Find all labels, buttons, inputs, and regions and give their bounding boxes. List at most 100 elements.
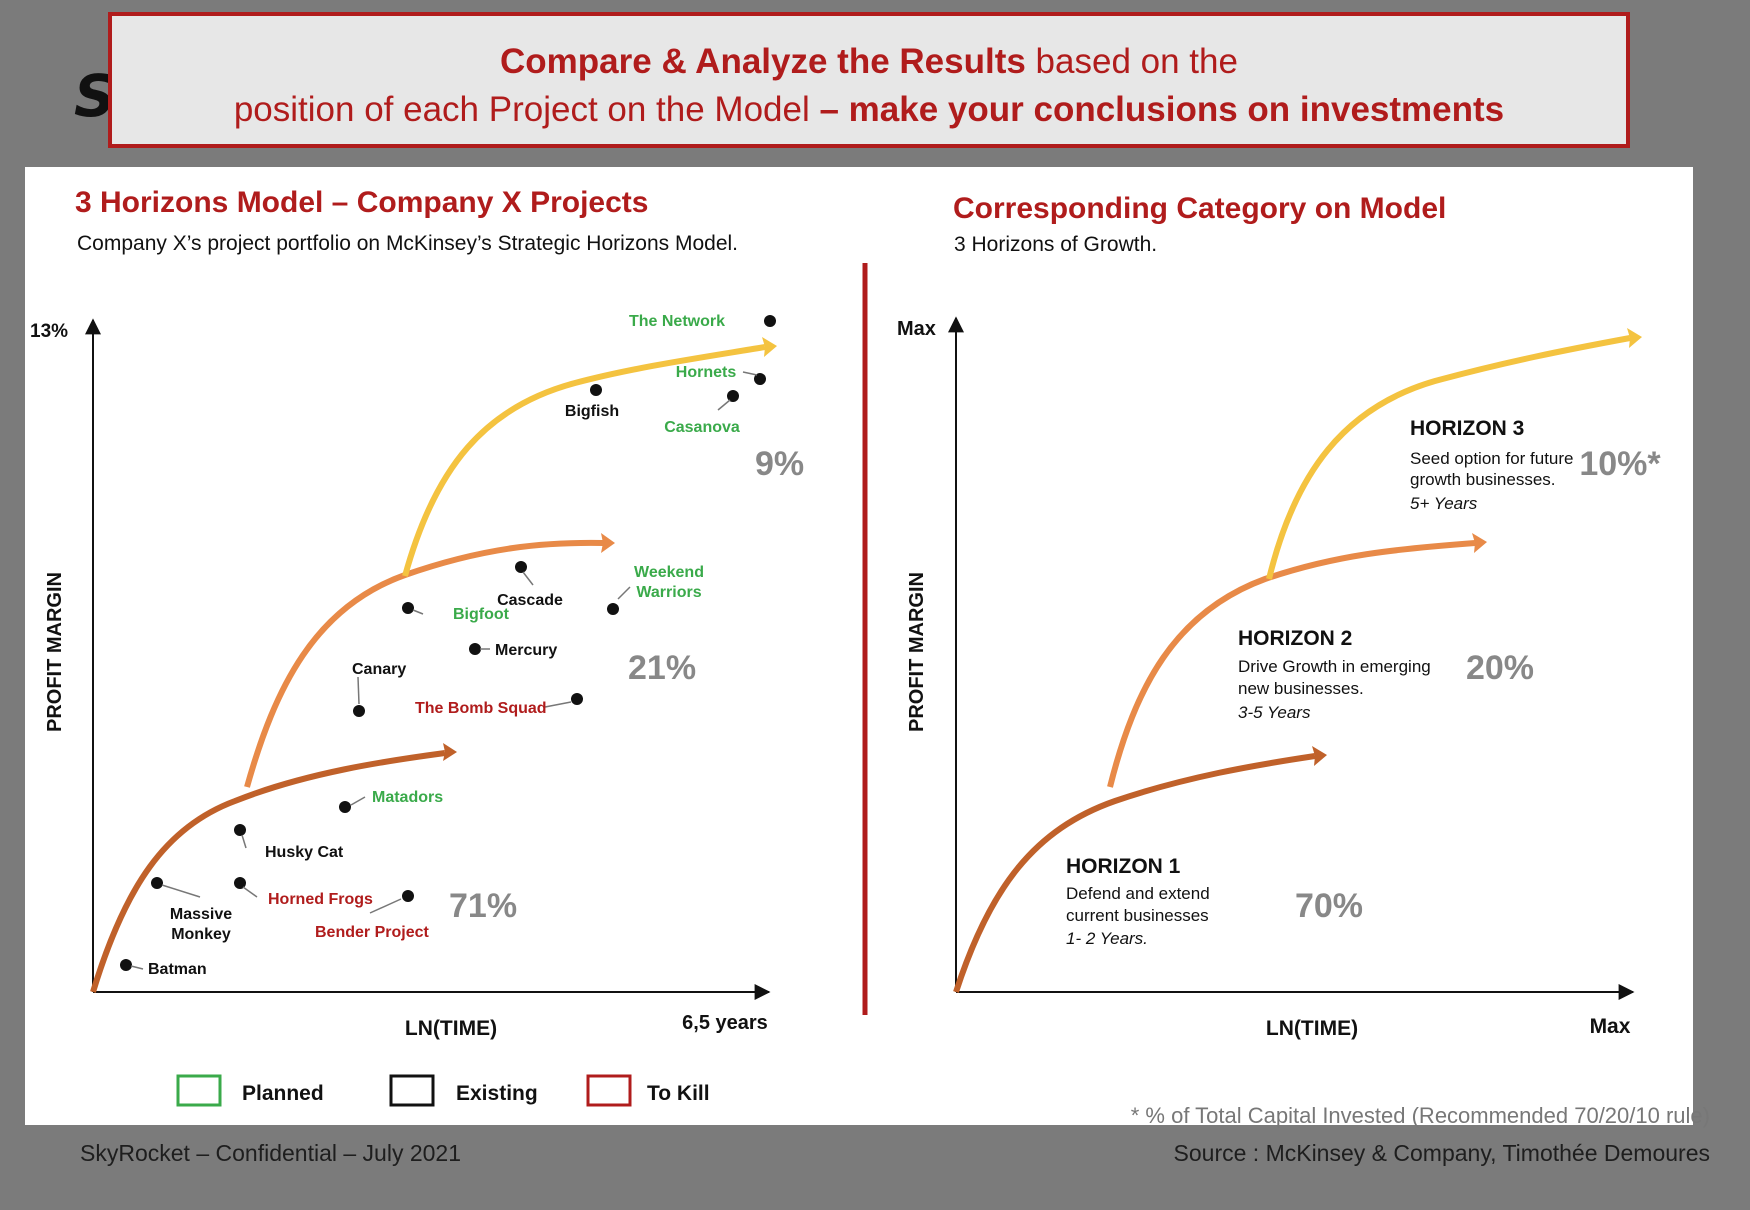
horizon-1-description: HORIZON 1 Defend and extend current busi… xyxy=(1066,855,1363,948)
right-panel-title: Corresponding Category on Model xyxy=(953,192,1446,225)
legend-swatch-existing xyxy=(389,1074,435,1107)
leader-cascade xyxy=(522,571,534,586)
horizon-1-line1: Defend and extend xyxy=(1066,884,1210,903)
project-dot-matadors xyxy=(339,801,351,813)
left-h3-percent: 9% xyxy=(755,445,804,483)
banner-line-2: position of each Project on the Model – … xyxy=(112,86,1626,134)
project-label-cascade: Cascade xyxy=(497,592,563,609)
banner-line1-rest: based on the xyxy=(1025,42,1238,81)
right-horizon1-curve xyxy=(953,753,1316,993)
project-markers xyxy=(120,315,776,971)
right-y-axis-label: PROFIT MARGIN xyxy=(906,572,928,732)
capital-footnote: * % of Total Capital Invested (Recommend… xyxy=(1130,1103,1710,1128)
leader-canary xyxy=(357,676,360,705)
project-label-bender-project: Bender Project xyxy=(315,924,429,941)
horizon-1-line2: current businesses xyxy=(1066,906,1209,925)
project-dot-bigfoot xyxy=(402,602,414,614)
horizon-1-percent: 70% xyxy=(1295,887,1363,925)
project-label-hornets: Hornets xyxy=(676,364,737,381)
legend-label-to-kill: To Kill xyxy=(647,1082,710,1105)
project-dot-cascade xyxy=(515,561,527,573)
project-dot-the-bomb-squad xyxy=(571,693,583,705)
project-label-canary: Canary xyxy=(352,661,406,678)
project-dot-mercury xyxy=(469,643,481,655)
project-dot-bigfish xyxy=(590,384,602,396)
project-dot-weekend-warriors xyxy=(607,603,619,615)
leader-batman xyxy=(130,965,144,970)
slide-panel: 3 Horizons Model – Company X Projects Co… xyxy=(25,167,1693,1125)
left-panel-subtitle: Company X’s project portfolio on McKinse… xyxy=(77,232,738,255)
right-horizon2-arrowhead xyxy=(1472,533,1487,553)
right-panel-subtitle: 3 Horizons of Growth. xyxy=(954,233,1157,256)
horizon-1-title: HORIZON 1 xyxy=(1066,855,1181,878)
right-x-axis-max: Max xyxy=(1590,1015,1631,1038)
project-dot-husky-cat xyxy=(234,824,246,836)
project-label-the-network: The Network xyxy=(629,313,725,330)
leader-weekend-warriors xyxy=(617,586,631,600)
leader-matadors xyxy=(350,796,366,806)
footer-source: Source : McKinsey & Company, Timothée De… xyxy=(1173,1140,1710,1166)
project-dot-bender-project xyxy=(402,890,414,902)
leader-casanova xyxy=(717,399,731,411)
leader-massive-monkey xyxy=(161,884,201,898)
horizon-3-line1: Seed option for future xyxy=(1410,449,1574,468)
horizon-3-percent: 10%* xyxy=(1579,445,1661,483)
banner-line2-rest: position of each Project on the Model xyxy=(233,90,820,129)
right-horizon2-curve xyxy=(1107,540,1476,788)
project-label-massive: Massive xyxy=(170,906,232,923)
left-horizon1-arrowhead xyxy=(443,743,457,761)
right-horizon3-curve xyxy=(1266,335,1631,580)
leader-hornets xyxy=(742,371,758,376)
project-label-matadors: Matadors xyxy=(372,789,443,806)
leader-the-bomb-squad xyxy=(544,701,572,708)
project-dot-the-network xyxy=(764,315,776,327)
horizon-2-title: HORIZON 2 xyxy=(1238,627,1352,650)
horizon-2-line1: Drive Growth in emerging xyxy=(1238,657,1431,676)
left-x-axis-label: LN(TIME) xyxy=(405,1017,497,1040)
horizon-2-description: HORIZON 2 Drive Growth in emerging new b… xyxy=(1238,627,1534,722)
horizon-2-years: 3-5 Years xyxy=(1238,703,1311,722)
left-y-axis-max: 13% xyxy=(30,321,68,342)
horizon-3-title: HORIZON 3 xyxy=(1410,417,1524,440)
project-label-husky-cat: Husky Cat xyxy=(265,844,344,861)
left-horizon3-arrowhead xyxy=(762,337,777,357)
instruction-banner: Compare & Analyze the Results based on t… xyxy=(108,12,1630,148)
left-h2-percent: 21% xyxy=(628,649,696,687)
left-y-axis-label: PROFIT MARGIN xyxy=(44,572,66,732)
legend-label-planned: Planned xyxy=(242,1082,324,1105)
project-label-mercury: Mercury xyxy=(495,642,557,659)
horizon-3-description: HORIZON 3 Seed option for future growth … xyxy=(1410,417,1661,513)
leader-horned-frogs xyxy=(242,886,258,898)
project-dot-casanova xyxy=(727,390,739,402)
project-label-warriors: Warriors xyxy=(636,584,701,601)
project-label-batman: Batman xyxy=(148,961,207,978)
horizon-3-line2: growth businesses. xyxy=(1410,470,1556,489)
right-horizon1-arrowhead xyxy=(1312,746,1327,766)
left-panel-title: 3 Horizons Model – Company X Projects xyxy=(75,186,648,219)
project-label-casanova: Casanova xyxy=(664,419,740,436)
right-horizon3-arrowhead xyxy=(1627,328,1642,348)
project-label-bigfish: Bigfish xyxy=(565,403,619,420)
leader-husky-cat xyxy=(241,834,247,849)
legend: Planned Existing To Kill xyxy=(176,1074,710,1107)
diagram-canvas: 3 Horizons Model – Company X Projects Co… xyxy=(30,186,1661,1107)
banner-line2-bold: – make your conclusions on investments xyxy=(819,90,1505,129)
right-y-axis-max: Max xyxy=(897,318,936,340)
leader-bender-project xyxy=(369,898,402,914)
project-dot-horned-frogs xyxy=(234,877,246,889)
project-label-weekend: Weekend xyxy=(634,564,704,581)
horizon-2-line2: new businesses. xyxy=(1238,679,1364,698)
project-dot-batman xyxy=(120,959,132,971)
project-label-bigfoot: Bigfoot xyxy=(453,606,510,623)
horizon-2-percent: 20% xyxy=(1466,649,1534,687)
horizon-1-years: 1- 2 Years. xyxy=(1066,929,1148,948)
footer-confidential: SkyRocket – Confidential – July 2021 xyxy=(80,1140,461,1166)
project-dot-hornets xyxy=(754,373,766,385)
leader-bigfoot xyxy=(412,609,424,615)
left-horizon2-curve xyxy=(244,539,604,788)
project-label-monkey: Monkey xyxy=(171,926,231,943)
left-horizon2-arrowhead xyxy=(601,533,615,553)
horizon-3-years: 5+ Years xyxy=(1410,494,1478,513)
legend-swatch-to-kill xyxy=(586,1074,632,1107)
project-dot-massive-monkey xyxy=(151,877,163,889)
